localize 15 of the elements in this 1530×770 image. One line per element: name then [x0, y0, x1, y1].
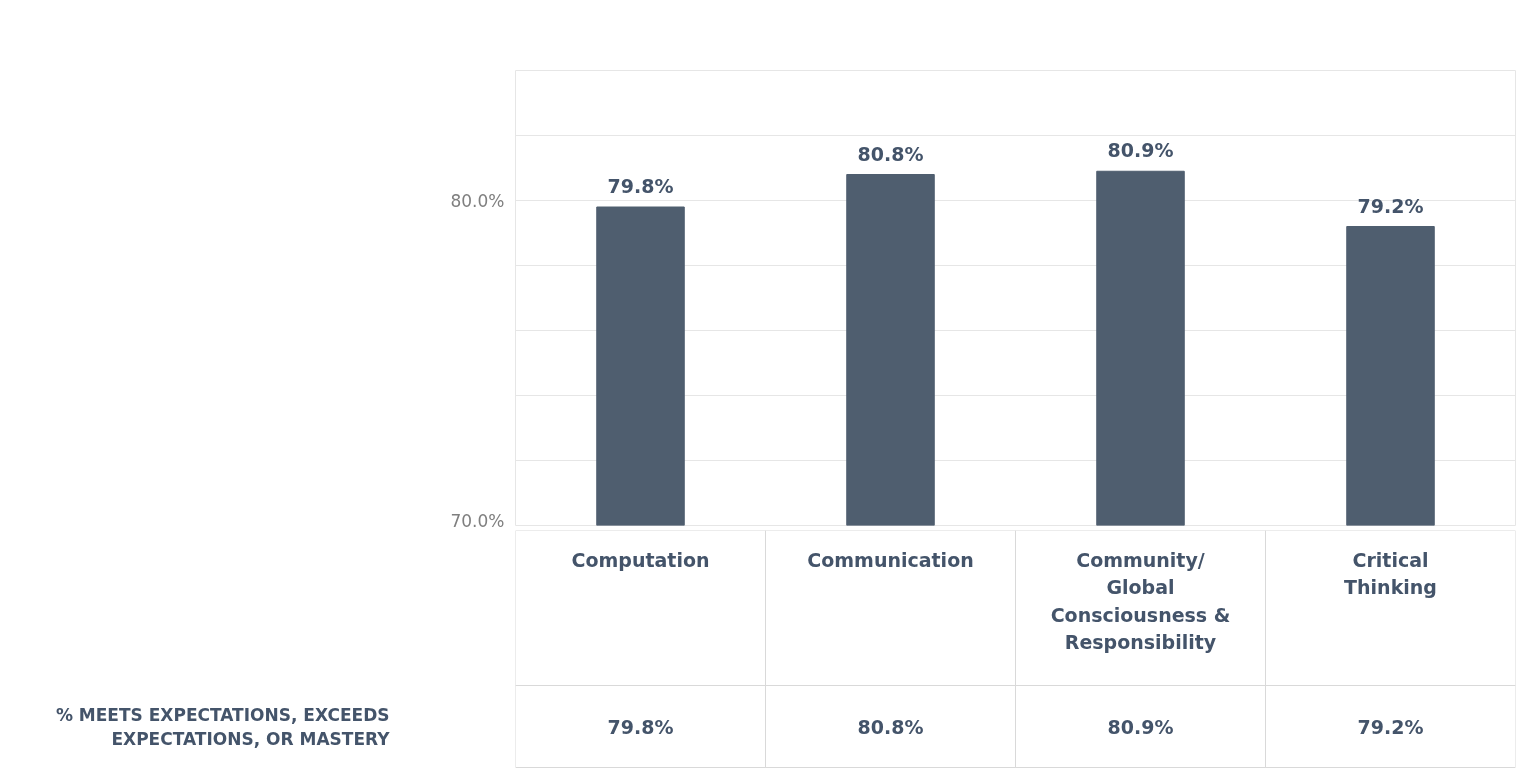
- x-tick-label: Community/ Global Consciousness & Responsibility: [1050, 548, 1231, 653]
- data-label: 79.2%: [1357, 715, 1424, 738]
- y-tick-label: 70.0%: [450, 510, 505, 531]
- text: 80.9%: [1107, 139, 1174, 162]
- data-label: 80.8%: [857, 715, 924, 738]
- text: 79.2%: [1357, 194, 1424, 217]
- x-tick-label: Critical Thinking: [1344, 548, 1437, 598]
- y-tick-label: 80.0%: [450, 190, 505, 211]
- text: 79.8%: [607, 175, 674, 197]
- x-tick-label: Computation: [571, 548, 710, 571]
- x-tick-label: Communication: [807, 548, 974, 571]
- data-label: 80.9%: [1107, 715, 1174, 738]
- text: % MEETS EXPECTATIONS, EXCEEDS EXPECTATIONS, OR MASTERY: [55, 704, 391, 749]
- text: 80.8%: [857, 142, 924, 165]
- data-label: 79.8%: [607, 715, 674, 738]
